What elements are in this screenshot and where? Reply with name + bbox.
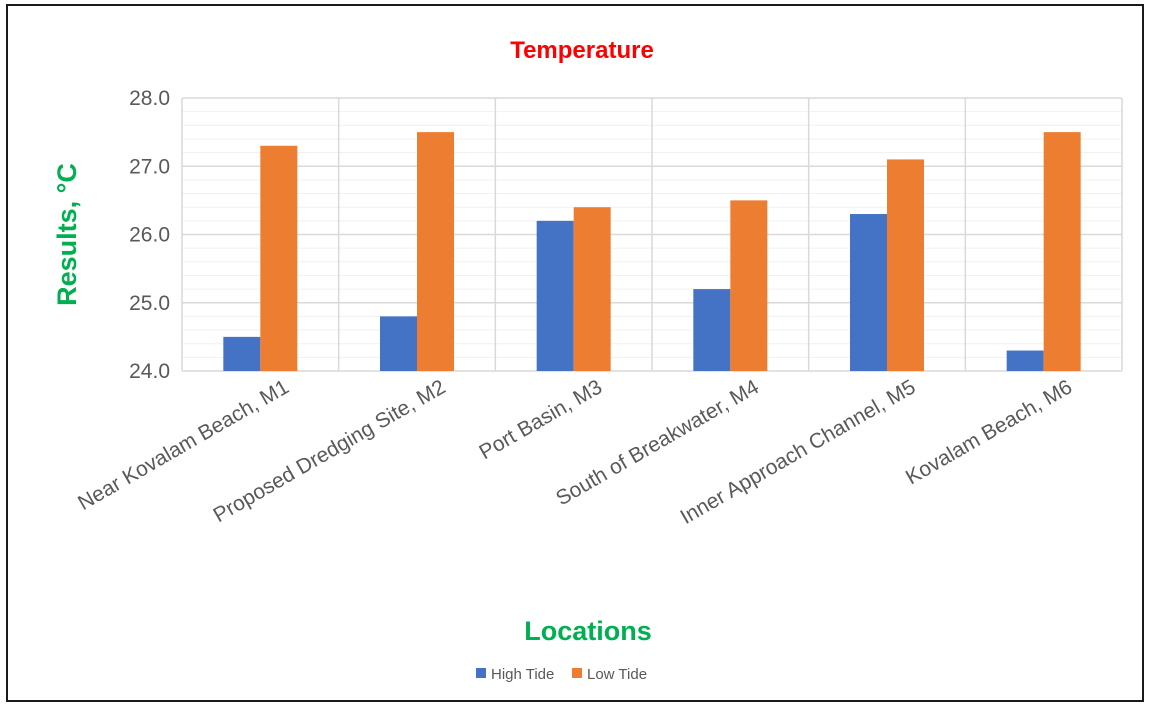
bar-low-tide-1 [260,145,298,371]
bar-low-tide-6 [1043,132,1081,371]
y-tick-label: 26.0 [129,224,170,247]
legend-swatch [476,668,486,678]
bar-high-tide-3 [536,220,574,371]
bar-high-tide-1 [223,336,261,371]
category-label: Kovalam Beach, M6 [902,375,1076,489]
y-tick-label: 24.0 [129,360,170,383]
bars [223,132,1081,371]
y-tick-label: 28.0 [129,87,170,110]
y-tick-labels: 24.0 25.0 26.0 27.0 28.0 [129,87,170,383]
bar-high-tide-2 [380,316,417,371]
y-tick-label: 27.0 [129,155,170,178]
legend: High Tide Low Tide [476,666,647,683]
legend-swatch [572,668,582,678]
bar-high-tide-4 [693,289,731,371]
legend-label: High Tide [491,666,554,683]
chart-svg: Temperature 24.0 25.0 26.0 27.0 28.0 Near Ko… [52,37,1123,683]
gridlines [181,97,1123,372]
bar-high-tide-5 [850,214,887,371]
bar-low-tide-4 [730,200,768,371]
bar-low-tide-3 [573,207,611,371]
bar-high-tide-6 [1006,350,1044,371]
y-axis-title: Results, °C [52,163,82,306]
chart-frame: Temperature 24.0 25.0 26.0 27.0 28.0 Near Ko… [6,4,1144,702]
bar-low-tide-2 [417,132,454,371]
chart-title: Temperature [510,37,654,64]
legend-label: Low Tide [587,666,647,683]
category-label: Port Basin, M3 [475,375,606,464]
bar-low-tide-5 [887,159,924,371]
y-tick-label: 25.0 [129,292,170,315]
x-axis-title: Locations [524,616,652,646]
